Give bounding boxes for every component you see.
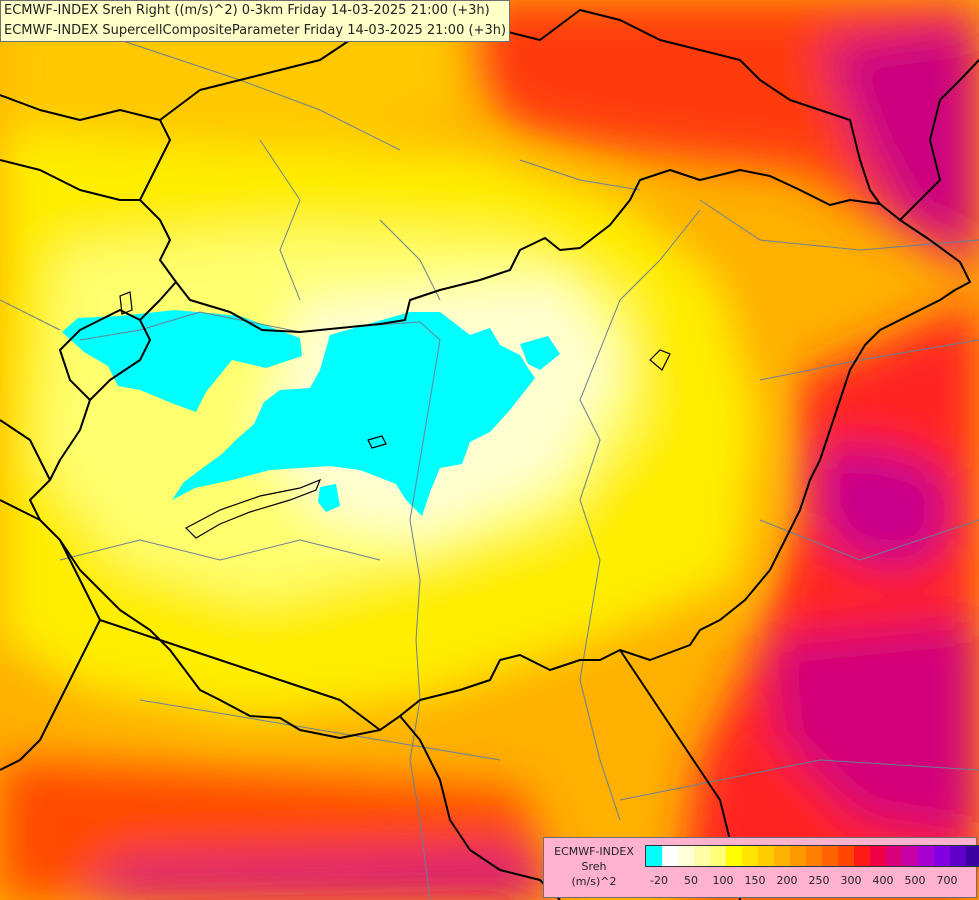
river-east-1	[759, 339, 979, 381]
legend-tick-label: 700	[936, 874, 958, 887]
river-west-2	[59, 539, 381, 561]
legend-swatch	[886, 846, 902, 866]
legend-tick-label: 300	[840, 874, 862, 887]
legend-color-bar	[645, 845, 979, 867]
legend-swatch	[774, 846, 790, 866]
legend-swatch	[822, 846, 838, 866]
field-zone-magenta-east	[816, 447, 951, 567]
legend-tick-label: 150	[744, 874, 766, 887]
legend-swatch	[870, 846, 886, 866]
field-zone-magenta-south	[80, 850, 560, 900]
legend-swatch	[710, 846, 726, 866]
title-line-scp: ECMWF-INDEX SupercellCompositeParameter …	[4, 23, 507, 38]
country-borders	[0, 9, 979, 900]
legend-tick-label: 250	[808, 874, 830, 887]
legend-swatch	[662, 846, 678, 866]
croatia-south-border	[0, 539, 101, 771]
croatia-slovenia-border	[0, 499, 41, 521]
title-line-sreh: ECMWF-INDEX Sreh Right ((m/s)^2) 0-3km F…	[4, 3, 490, 18]
legend-swatch	[742, 846, 758, 866]
austria-east-border	[59, 309, 141, 401]
legend-tick-label: 500	[904, 874, 926, 887]
river-east-2	[759, 519, 979, 561]
supercell-composite-area-center	[172, 312, 535, 516]
supercell-composite-area-west	[62, 310, 302, 412]
river-north-2	[379, 219, 441, 301]
map-title-box: ECMWF-INDEX Sreh Right ((m/s)^2) 0-3km F…	[0, 0, 510, 42]
legend-swatch	[838, 846, 854, 866]
austria-slovakia-border	[0, 94, 177, 283]
field-zone-magenta-southeast	[770, 620, 979, 840]
legend-tick-label: -20	[650, 874, 668, 887]
legend-swatch	[726, 846, 742, 866]
river-south-2	[619, 759, 979, 801]
legend-swatch	[678, 846, 694, 866]
legend-swatch	[950, 846, 966, 866]
legend-swatch	[790, 846, 806, 866]
legend-swatch	[694, 846, 710, 866]
legend-swatch	[934, 846, 950, 866]
croatia-bosnia-border	[99, 619, 381, 731]
legend-swatch	[806, 846, 822, 866]
legend-tick-label: 50	[684, 874, 698, 887]
lakes	[119, 291, 671, 539]
river-north-1	[259, 139, 301, 301]
legend-swatch	[758, 846, 774, 866]
slovenia-border	[0, 419, 51, 481]
river-northeast	[699, 199, 979, 251]
color-legend: ECMWF-INDEX Sreh (m/s)^2 -20 50 100 150 200 2…	[543, 837, 979, 898]
legend-swatch	[646, 846, 662, 866]
legend-label-block: ECMWF-INDEX Sreh (m/s)^2	[546, 844, 642, 889]
legend-tick-label: 200	[776, 874, 798, 887]
serbia-border	[399, 715, 561, 900]
river-south-1	[139, 699, 501, 761]
field-zone-orange-west	[0, 0, 470, 180]
lake-velence	[367, 435, 387, 449]
river-north-4	[519, 159, 641, 191]
supercell-composite-area-east	[520, 336, 560, 370]
ukraine-romania-border	[899, 59, 979, 221]
rivers	[0, 39, 979, 900]
legend-tick-labels: -20 50 100 150 200 250 300 400 500 700	[647, 874, 977, 888]
river-west-1	[0, 299, 61, 331]
legend-param: Sreh	[581, 860, 607, 873]
legend-tick-label: 400	[872, 874, 894, 887]
lake-tisza	[649, 349, 671, 371]
field-zone-magenta-northeast	[820, 20, 979, 260]
tisza-river	[579, 209, 701, 821]
legend-swatch	[854, 846, 870, 866]
lake-balaton	[185, 478, 322, 539]
legend-swatch	[966, 846, 979, 866]
slovakia-north-border	[159, 9, 881, 205]
austria-west-border	[0, 159, 140, 201]
legend-swatch	[902, 846, 918, 866]
legend-title: ECMWF-INDEX	[554, 845, 634, 858]
danube-river	[79, 311, 441, 900]
legend-swatch	[918, 846, 934, 866]
hungary-border	[29, 169, 971, 739]
legend-tick-label: 100	[712, 874, 734, 887]
lake-neusiedl	[119, 291, 133, 315]
supercell-composite-area-small	[318, 484, 340, 512]
serbia-romania-border	[619, 649, 741, 900]
legend-unit: (m/s)^2	[571, 875, 617, 888]
